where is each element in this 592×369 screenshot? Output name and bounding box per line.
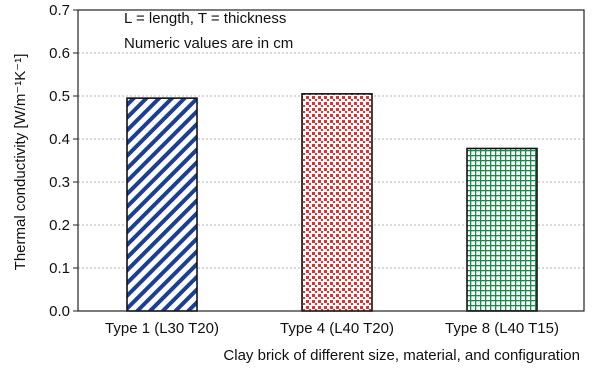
x-axis-title: Clay brick of different size, material, … — [223, 347, 580, 364]
y-tick-label: 0.6 — [49, 45, 70, 62]
y-tick-label: 0.4 — [49, 131, 70, 148]
y-tick-label: 0.5 — [49, 88, 70, 105]
y-tick-label: 0.7 — [49, 2, 70, 19]
y-tick-label: 0.3 — [49, 174, 70, 191]
y-axis-title: Thermal conductivity [W/m⁻¹K⁻¹] — [12, 54, 29, 271]
bar-3 — [466, 147, 538, 312]
plot-area-frame — [77, 9, 585, 312]
bars — [126, 93, 538, 312]
x-category-label: Type 8 (L40 T15) — [445, 320, 559, 337]
x-category-label: Type 4 (L40 T20) — [280, 320, 394, 337]
y-axis-ticks: 0.0 0.1 0.2 0.3 0.4 0.5 0.6 0.7 — [49, 2, 78, 320]
y-tick-label: 0.0 — [49, 303, 70, 320]
x-axis-category-labels: Type 1 (L30 T20) Type 4 (L40 T20) Type 8 (… — [105, 320, 559, 337]
annotation-line-1: L = length, T = thickness — [124, 10, 286, 27]
y-tick-label: 0.2 — [49, 217, 70, 234]
bar-2 — [301, 93, 373, 312]
y-tick-label: 0.1 — [49, 260, 70, 277]
x-category-label: Type 1 (L30 T20) — [105, 320, 219, 337]
bar-1 — [126, 97, 198, 312]
annotation-line-2: Numeric values are in cm — [124, 35, 293, 52]
